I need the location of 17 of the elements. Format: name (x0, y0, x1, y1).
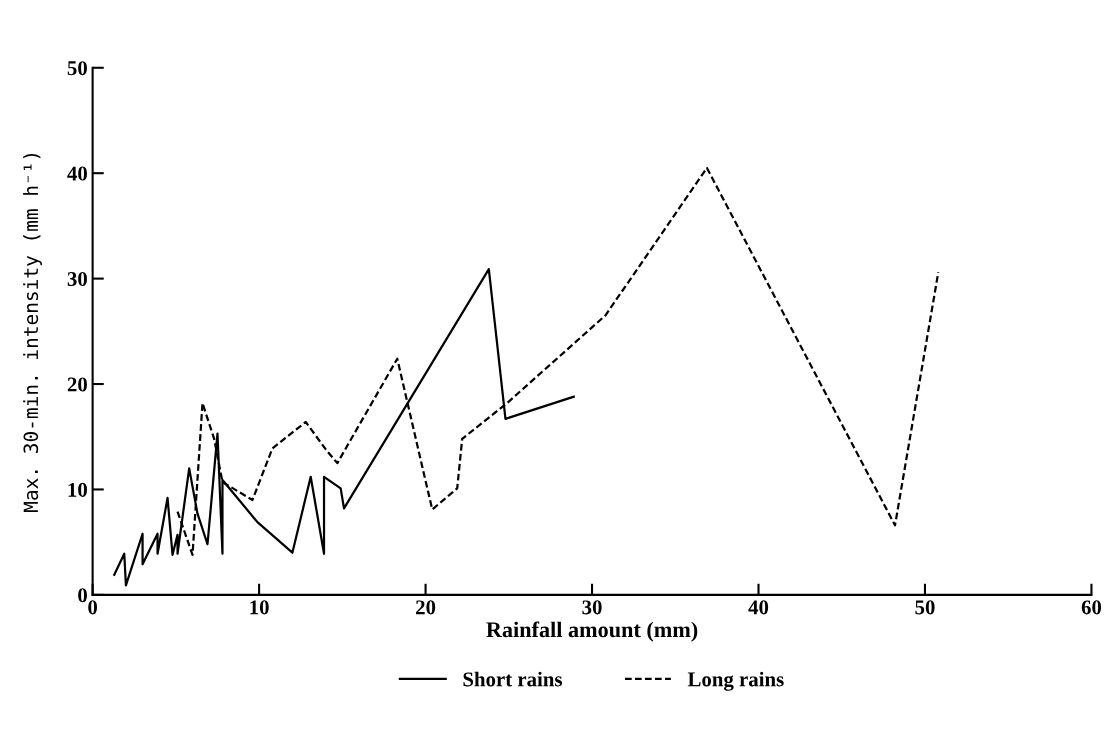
y-tick-label: 0 (78, 588, 87, 603)
y-tick-label: 30 (67, 271, 87, 287)
x-tick-label: 40 (748, 600, 769, 615)
x-tick-label: 0 (88, 600, 98, 615)
x-tick-label: 60 (1081, 600, 1102, 615)
y-tick-label: 10 (68, 482, 87, 497)
x-tick-label: 30 (582, 600, 602, 615)
y-tick-label: 50 (67, 61, 87, 76)
x-tick-label: 50 (915, 600, 935, 615)
legend-label: Long rains (687, 671, 784, 691)
x-tick-label: 20 (416, 600, 436, 615)
x-tick-label: 10 (250, 600, 269, 615)
y-tick-label: 20 (67, 377, 87, 392)
x-axis-title: Rainfall amount (mm) (486, 621, 698, 642)
y-tick-label: 40 (67, 166, 87, 181)
y-axis-title: Max. 30-min. intensity (mm h⁻¹) (23, 153, 42, 512)
legend-label: Short rains (463, 671, 563, 687)
